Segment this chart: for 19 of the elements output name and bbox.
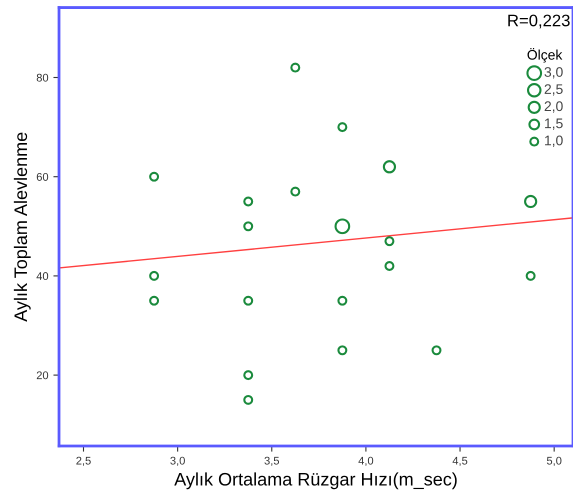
x-tick-label: 4,5 (452, 456, 468, 466)
legend-label: 2,0 (544, 101, 563, 113)
x-tick-label: 5,0 (546, 456, 562, 466)
y-axis-title: Aylık Toplam Alevlenme (14, 132, 31, 322)
x-tick-label: 2,5 (76, 456, 91, 466)
legend-label: 2,5 (544, 84, 563, 96)
legend-title: Ölçek (528, 48, 562, 63)
legend-label: 1,0 (545, 136, 563, 148)
annotation: R=0,223 (508, 14, 570, 28)
x-tick-label: 4,0 (358, 456, 374, 466)
legend-label: 1,5 (545, 118, 563, 130)
y-tick-label: 20 (36, 371, 48, 380)
legend-label: 3,0 (544, 67, 563, 79)
y-tick-label: 40 (36, 272, 48, 280)
y-tick-label: 60 (36, 172, 48, 181)
x-tick-label: 3,5 (264, 456, 280, 466)
y-tick-label: 80 (36, 74, 48, 82)
x-tick-label: 3,0 (170, 456, 185, 466)
x-axis-title: Aylık Ortalama Rüzgar Hızı(m_sec) (174, 472, 457, 490)
